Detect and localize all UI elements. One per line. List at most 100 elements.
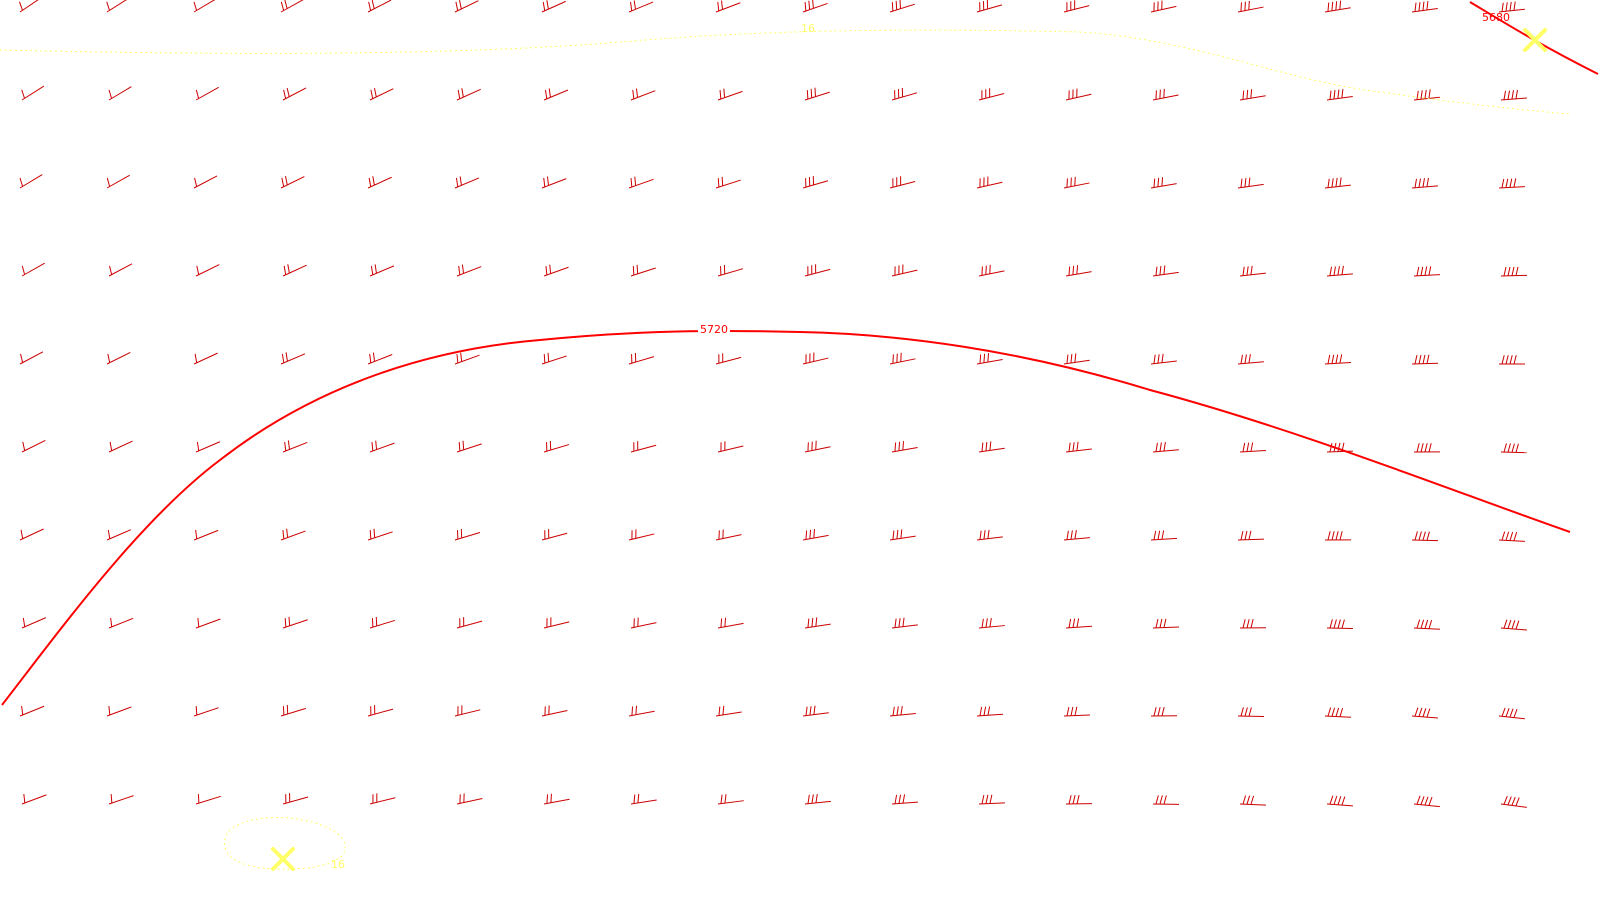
- wind-barb: [1150, 530, 1177, 541]
- wind-barb: [1326, 88, 1353, 101]
- wind-barb: [891, 441, 918, 453]
- wind-barb: [717, 441, 744, 453]
- dotted-contour-top: [0, 29, 1571, 115]
- wind-barb: [1413, 89, 1440, 101]
- wind-barb: [1324, 0, 1351, 13]
- wind-barb: [1499, 355, 1525, 365]
- wind-barb: [889, 529, 916, 541]
- wind-barb: [889, 352, 916, 365]
- wind-barb: [978, 441, 1005, 453]
- wind-barb: [1239, 265, 1266, 277]
- wind-barb: [889, 176, 916, 189]
- wind-barb: [193, 175, 218, 189]
- wind-barb: [978, 264, 1005, 277]
- wind-barb: [454, 176, 480, 189]
- wind-barb: [543, 88, 569, 101]
- wind-barb: [367, 0, 392, 13]
- wind-barb: [195, 264, 220, 277]
- wind-barb: [1498, 531, 1525, 542]
- marker-x-bottom-left-symbol: X: [0, 0, 1, 1]
- wind-barb: [541, 176, 567, 189]
- wind-barb: [1065, 88, 1092, 101]
- wind-barb: [108, 86, 132, 101]
- wind-barb: [1324, 177, 1351, 189]
- wind-barb: [1326, 265, 1353, 277]
- wind-barb: [1326, 619, 1354, 630]
- wind-barb: [804, 793, 831, 805]
- wind-barb: [1411, 531, 1439, 542]
- wind-barb: [367, 176, 392, 189]
- wind-barb: [1326, 442, 1354, 453]
- wind-barb: [630, 441, 657, 453]
- marker-x-top-right: [1523, 28, 1547, 52]
- wind-barb: [454, 352, 480, 365]
- wind-barb: [106, 705, 132, 717]
- wind-barb: [802, 352, 829, 365]
- wind-barb: [1150, 0, 1177, 13]
- marker-x-top-right-symbol: X: [0, 0, 1, 1]
- wind-barb: [543, 617, 570, 629]
- wind-barb: [1152, 88, 1179, 101]
- wind-barb: [1324, 707, 1351, 718]
- wind-barb: [1063, 353, 1090, 365]
- wind-barb: [282, 793, 309, 805]
- wind-barb: [978, 88, 1005, 101]
- wind-barb: [1498, 178, 1525, 189]
- wind-barb: [976, 706, 1003, 717]
- wind-barb: [106, 174, 130, 189]
- wind-barb: [280, 704, 307, 717]
- wind-barb: [280, 352, 306, 365]
- wind-barb: [195, 86, 219, 101]
- wind-barb: [1152, 442, 1179, 453]
- wind-barb: [889, 0, 915, 13]
- wind-barb: [1324, 354, 1351, 365]
- wind-barb: [18, 0, 39, 13]
- wind-barb: [21, 793, 47, 805]
- wind-barb: [889, 705, 916, 717]
- wind-barb: [802, 705, 829, 717]
- wind-barb: [367, 528, 393, 541]
- wind-barb: [715, 529, 742, 541]
- wind-barb: [21, 439, 46, 453]
- wind-barb: [19, 351, 44, 365]
- wind-barb: [717, 617, 744, 629]
- wind-barb: [1239, 89, 1266, 101]
- wind-barb: [193, 352, 218, 365]
- wind-barb: [1152, 618, 1180, 629]
- wind-barb: [715, 0, 741, 13]
- wind-barb: [978, 794, 1005, 805]
- wind-barb: [1063, 706, 1090, 717]
- wind-barb: [280, 528, 306, 541]
- wind-barb: [195, 617, 221, 629]
- wind-barb: [1498, 707, 1525, 720]
- wind-barb: [715, 176, 741, 189]
- wind-barb: [19, 528, 44, 541]
- wind-barb: [976, 176, 1003, 189]
- wind-barb: [106, 352, 131, 365]
- dotted-contour-label-bottom: 16: [331, 858, 345, 871]
- wind-barb: [282, 440, 308, 453]
- wind-barb: [1237, 177, 1264, 189]
- wind-barb: [628, 176, 654, 189]
- wind-barb: [282, 87, 307, 101]
- wind-barb: [1237, 354, 1264, 365]
- wind-barb: [630, 88, 656, 101]
- wind-barb: [543, 793, 570, 805]
- wind-barb: [630, 793, 657, 805]
- height-contour-5720-label-bg: [698, 322, 730, 335]
- wind-barb: [456, 440, 482, 453]
- wind-barb: [282, 264, 307, 277]
- wind-barb: [456, 88, 481, 101]
- wind-barb: [1413, 443, 1441, 453]
- wind-barb: [367, 705, 394, 717]
- wind-barb: [1150, 707, 1178, 717]
- wind-barb: [541, 0, 566, 13]
- wind-barb: [1237, 0, 1264, 13]
- wind-barb: [108, 263, 133, 277]
- wind-barb: [21, 262, 45, 277]
- wind-barb: [280, 0, 304, 13]
- height-contour-5680-label: 5680: [1482, 11, 1510, 24]
- height-contour-5720-label: 5720: [700, 323, 728, 336]
- wind-barb: [1498, 1, 1525, 13]
